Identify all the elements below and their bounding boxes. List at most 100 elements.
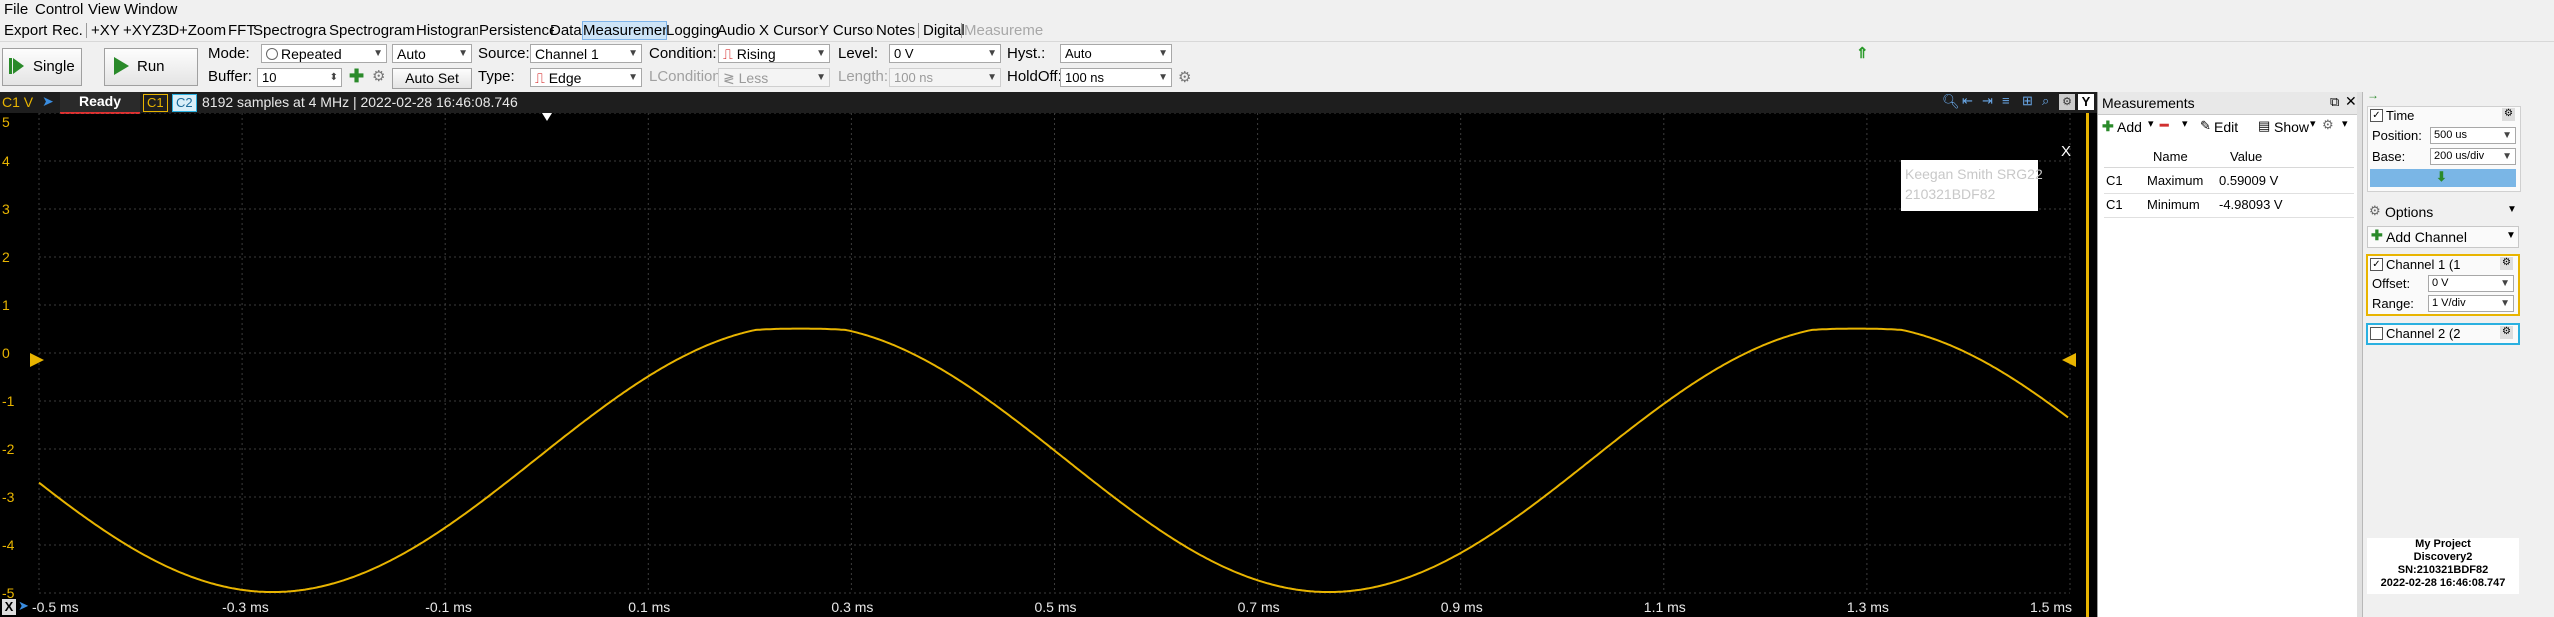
trigger-level-marker[interactable] — [2062, 353, 2076, 367]
gear-icon[interactable]: ⚙ — [2500, 257, 2513, 270]
arrow-right-icon[interactable]: ➤ — [18, 598, 29, 614]
level-label: Level: — [838, 45, 878, 62]
range-input[interactable]: 1 V/div ▼ — [2428, 295, 2514, 312]
toolbar-measurements[interactable]: Measurements — [582, 21, 667, 40]
level-input[interactable]: 0 V ▼ — [889, 44, 1001, 63]
waveform-canvas[interactable] — [0, 113, 2097, 617]
toolbar-xy[interactable]: +XY — [91, 22, 120, 39]
plot-area[interactable]: C1 V ➤ Ready C1 C2 8192 samples at 4 MHz… — [0, 92, 2097, 617]
zoom-horizontal-icon[interactable]: ⇤ — [1962, 93, 1973, 109]
buffer-input[interactable]: 10 ⬍ — [257, 68, 342, 87]
channel-1-checkbox[interactable]: ✓ — [2370, 258, 2383, 271]
acquisition-info: 8192 samples at 4 MHz | 2022-02-28 16:46… — [202, 94, 518, 110]
menu-file[interactable]: File — [4, 1, 28, 18]
chevron-down-icon: ▼ — [628, 72, 638, 83]
toolbar-persistence[interactable]: Persistence — [479, 22, 554, 39]
chevron-down-icon[interactable]: ▾ — [2310, 117, 2316, 130]
chevron-down-icon: ▼ — [1158, 48, 1168, 59]
options-row[interactable]: ⚙ Options ▼ — [2367, 203, 2519, 221]
gear-icon[interactable]: ⚙ — [2322, 117, 2334, 133]
remove-icon[interactable]: ━ — [2160, 117, 2168, 134]
chevron-down-icon[interactable]: ▾ — [2342, 117, 2348, 130]
toolbar-export[interactable]: Export — [4, 22, 47, 39]
base-input[interactable]: 200 us/div ▼ — [2430, 148, 2516, 165]
x-axis-button[interactable]: X — [2, 599, 16, 615]
toolbar-y-cursors[interactable]: Y Cursors — [819, 22, 874, 39]
settings-icon[interactable]: ⚙ — [2059, 94, 2075, 110]
chevron-down-icon[interactable]: ▾ — [2148, 117, 2154, 130]
zoom-icon[interactable]: 🔍︎ — [1942, 93, 1960, 110]
add-icon[interactable]: ✚ — [2102, 118, 2114, 135]
arrow-right-icon[interactable]: → — [2367, 88, 2379, 102]
add-measurement-button[interactable]: Add — [2117, 119, 2142, 135]
channel-2-checkbox[interactable] — [2370, 327, 2383, 340]
menu-window[interactable]: Window — [124, 1, 177, 18]
hysteresis-input[interactable]: Auto ▼ — [1060, 44, 1172, 63]
magnifier-icon[interactable]: ⌕ — [2042, 93, 2049, 109]
toolbar-zoom[interactable]: +Zoom — [179, 22, 226, 39]
x-tick-label: 1.3 ms — [1847, 599, 1889, 615]
toolbar-spectrogram-3d[interactable]: Spectrogram 3D — [329, 22, 416, 39]
zoom-reset-icon[interactable]: ⊞ — [2022, 93, 2033, 109]
edit-icon[interactable]: ✎ — [2200, 118, 2211, 134]
toolbar-logging[interactable]: Logging — [666, 22, 719, 39]
toolbar-rec[interactable]: Rec. — [52, 22, 83, 39]
add-channel-button[interactable]: ✚ Add Channel ▼ — [2367, 226, 2519, 248]
toolbar-xyz[interactable]: +XYZ — [123, 22, 161, 39]
menu-view[interactable]: View — [88, 1, 120, 18]
toolbar-data[interactable]: Data — [550, 22, 582, 39]
menu-bar: File Control View Window — [0, 0, 2554, 20]
position-input[interactable]: 500 us ▼ — [2430, 127, 2516, 144]
toolbar-spectrogram[interactable]: Spectrogram — [253, 22, 327, 39]
holdoff-input[interactable]: 100 ns ▼ — [1060, 68, 1172, 87]
gear-icon[interactable]: ⚙ — [2500, 326, 2513, 339]
acquisition-mode-select[interactable]: Auto ▼ — [392, 44, 472, 63]
show-button[interactable]: Show — [2274, 119, 2309, 135]
y-axis-button[interactable]: Y — [2078, 94, 2094, 110]
auto-set-button[interactable]: Auto Set — [392, 68, 472, 89]
toolbar-x-cursors[interactable]: X Cursors — [759, 22, 819, 39]
toolbar-histogram[interactable]: Histogram — [416, 22, 478, 39]
show-icon[interactable]: ▤ — [2258, 118, 2270, 134]
time-expand-bar[interactable]: ⬇ — [2370, 169, 2516, 187]
toolbar-notes[interactable]: Notes — [876, 22, 915, 39]
zoom-vertical-icon[interactable]: ⇥ — [1982, 93, 1993, 109]
toolbar-digital[interactable]: Digital — [923, 22, 965, 39]
single-button[interactable]: Single — [2, 48, 82, 86]
gear-icon[interactable]: ⚙ — [1178, 68, 1191, 86]
condition-select[interactable]: ⎍ Rising ▼ — [718, 44, 830, 63]
channel-1-offset-marker[interactable] — [30, 353, 44, 367]
zoom-fit-icon[interactable]: ≡ — [2002, 93, 2010, 108]
channel-2-badge[interactable]: C2 — [172, 94, 197, 112]
gear-icon[interactable]: ⚙ — [372, 67, 385, 85]
menu-control[interactable]: Control — [35, 1, 83, 18]
channel-unit-label: C1 V — [2, 94, 33, 110]
toolbar-fft[interactable]: FFT — [228, 22, 256, 39]
close-note-icon[interactable]: X — [2061, 143, 2071, 160]
mode-select[interactable]: Repeated ▼ — [261, 44, 387, 63]
chevron-down-icon[interactable]: ▾ — [2182, 117, 2188, 130]
time-checkbox[interactable]: ✓ — [2370, 109, 2383, 122]
arrow-up-icon[interactable]: ⇑ — [1856, 44, 1869, 62]
type-select[interactable]: ⎍ Edge ▼ — [530, 68, 642, 87]
offset-input[interactable]: 0 V ▼ — [2428, 275, 2514, 292]
trigger-position-marker[interactable] — [542, 113, 552, 121]
run-button[interactable]: Run — [104, 48, 198, 86]
base-label: Base: — [2372, 149, 2405, 164]
note-box[interactable]: Keegan Smith SRG22 210321BDF82 — [1901, 160, 2038, 211]
toolbar-audio[interactable]: Audio — [717, 22, 755, 39]
spin-icon[interactable]: ⬍ — [330, 72, 338, 83]
close-icon[interactable]: ✕ — [2345, 93, 2357, 110]
source-select[interactable]: Channel 1 ▼ — [530, 44, 642, 63]
toolbar-3d[interactable]: 3D — [160, 22, 179, 39]
settings-panel: → ✓ Time ⚙ Position: 500 us ▼ Base: 200 u… — [2362, 92, 2554, 617]
edit-button[interactable]: Edit — [2214, 119, 2238, 135]
channel-1-badge[interactable]: C1 — [143, 94, 168, 112]
float-icon[interactable]: ⧉ — [2330, 94, 2339, 110]
table-row[interactable]: C1 Maximum 0.59009 V — [2104, 169, 2354, 194]
arrow-right-icon[interactable]: ➤ — [42, 93, 54, 110]
measurements-title: Measurements — [2102, 95, 2195, 111]
gear-icon[interactable]: ⚙ — [2502, 108, 2515, 121]
add-buffer-icon[interactable]: ✚ — [349, 66, 364, 87]
table-row[interactable]: C1 Minimum -4.98093 V — [2104, 193, 2354, 218]
